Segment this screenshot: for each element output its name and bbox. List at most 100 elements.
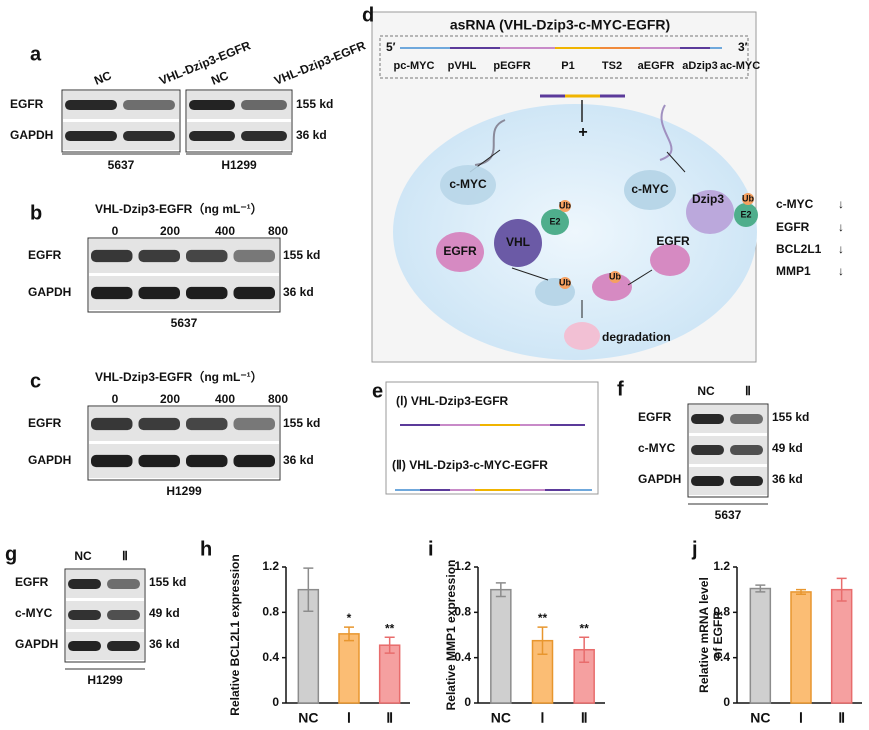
protein-label: E2 (740, 209, 751, 219)
band (233, 417, 275, 431)
size-label: 155 kd (283, 416, 320, 430)
band (138, 417, 180, 431)
lane-label: NC (209, 68, 231, 88)
size-label: 36 kd (149, 637, 180, 651)
row-label: EGFR (28, 416, 62, 430)
row-label: c-MYC (638, 441, 676, 455)
row-label: GAPDH (638, 472, 681, 486)
panel-letter: a (30, 43, 42, 65)
band (186, 417, 228, 431)
dose-label: 200 (160, 392, 180, 406)
x-tick-label: Ⅰ (799, 710, 803, 726)
band (65, 130, 117, 142)
segment-label: aEGFR (638, 60, 675, 72)
row-label: GAPDH (28, 453, 71, 467)
panel-letter: f (617, 378, 624, 400)
y-tick-label: 1.2 (713, 559, 730, 573)
y-tick-label: 1.2 (262, 559, 279, 573)
effect-label: EGFR (776, 220, 810, 234)
dose-label: 800 (268, 392, 288, 406)
segment-label: ac-MYC (720, 60, 760, 72)
segment-label: aDzip3 (682, 60, 717, 72)
dose-label: 200 (160, 224, 180, 238)
dose-label: 0 (112, 392, 119, 406)
protein-label: EGFR (443, 244, 477, 258)
row-label: c-MYC (15, 606, 53, 620)
band (186, 286, 228, 300)
protein-label: VHL (506, 235, 530, 249)
error-bar (755, 584, 766, 593)
protein-label: Dzip3 (692, 192, 724, 206)
segment-label: TS2 (602, 60, 622, 72)
band (68, 640, 101, 652)
dose-label: 400 (215, 224, 235, 238)
size-label: 49 kd (772, 441, 803, 455)
lane-label: VHL-Dzip3-EGFR (272, 38, 368, 88)
band (186, 454, 228, 468)
band (91, 417, 133, 431)
y-tick-label: 0.4 (454, 650, 471, 664)
size-label: 36 kd (772, 472, 803, 486)
y-tick-label: 0.4 (262, 650, 279, 664)
band (138, 286, 180, 300)
panel-letter: e (372, 380, 383, 402)
y-tick-label: 0.4 (713, 650, 730, 664)
x-tick-label: NC (298, 710, 318, 726)
band (68, 609, 101, 621)
row-label: GAPDH (28, 285, 71, 299)
treatment-label: VHL-Dzip3-EGFR（ng mL⁻¹） (95, 369, 263, 384)
panel-letter: b (30, 202, 42, 224)
band (123, 99, 175, 111)
band (691, 444, 724, 456)
cell-label: 5637 (108, 158, 135, 172)
segment-label: pc-MYC (394, 60, 435, 72)
error-bar (537, 626, 548, 656)
band (91, 249, 133, 263)
construct-label: (Ⅱ) VHL-Dzip3-c-MYC-EGFR (392, 458, 548, 472)
protein-label: Ub (609, 271, 621, 281)
x-tick-label: Ⅰ (540, 710, 544, 726)
effect-arrow: ↓ (838, 197, 844, 211)
band (241, 130, 287, 142)
error-bar (495, 582, 506, 598)
x-tick-label: Ⅱ (838, 710, 845, 726)
segment-label: pVHL (448, 60, 477, 72)
panel-letter: g (5, 543, 17, 565)
band (138, 454, 180, 468)
row-label: EGFR (28, 248, 62, 262)
size-label: 36 kd (296, 128, 327, 142)
band (138, 249, 180, 263)
band (107, 578, 140, 590)
y-axis-label: Relative mRNA level (697, 577, 711, 693)
error-bar (836, 577, 847, 602)
row-label: EGFR (638, 410, 672, 424)
error-bar (344, 626, 354, 642)
band (65, 99, 117, 111)
significance-label: ** (385, 621, 395, 635)
five-prime: 5′ (386, 40, 396, 54)
bar (338, 633, 360, 704)
three-prime: 3′ (738, 40, 748, 54)
panel-letter: d (362, 4, 374, 26)
band (186, 249, 228, 263)
y-axis-label: Relative MMP1 expression (444, 560, 458, 711)
error-bar (384, 636, 395, 654)
lane-label: NC (697, 384, 715, 398)
cell-label: H1299 (87, 673, 123, 687)
dose-label: 0 (112, 224, 119, 238)
cell-label: H1299 (221, 158, 257, 172)
dose-label: 400 (215, 392, 235, 406)
band (730, 444, 763, 456)
protein-label: Ub (559, 277, 571, 287)
band (123, 130, 175, 142)
band (68, 578, 101, 590)
size-label: 49 kd (149, 606, 180, 620)
effect-arrow: ↓ (838, 220, 844, 234)
band (107, 609, 140, 621)
size-label: 36 kd (283, 285, 314, 299)
lane-label: Ⅱ (745, 384, 751, 398)
dose-label: 800 (268, 224, 288, 238)
construct-label: (Ⅰ) VHL-Dzip3-EGFR (396, 394, 509, 408)
effect-label: MMP1 (776, 264, 811, 278)
